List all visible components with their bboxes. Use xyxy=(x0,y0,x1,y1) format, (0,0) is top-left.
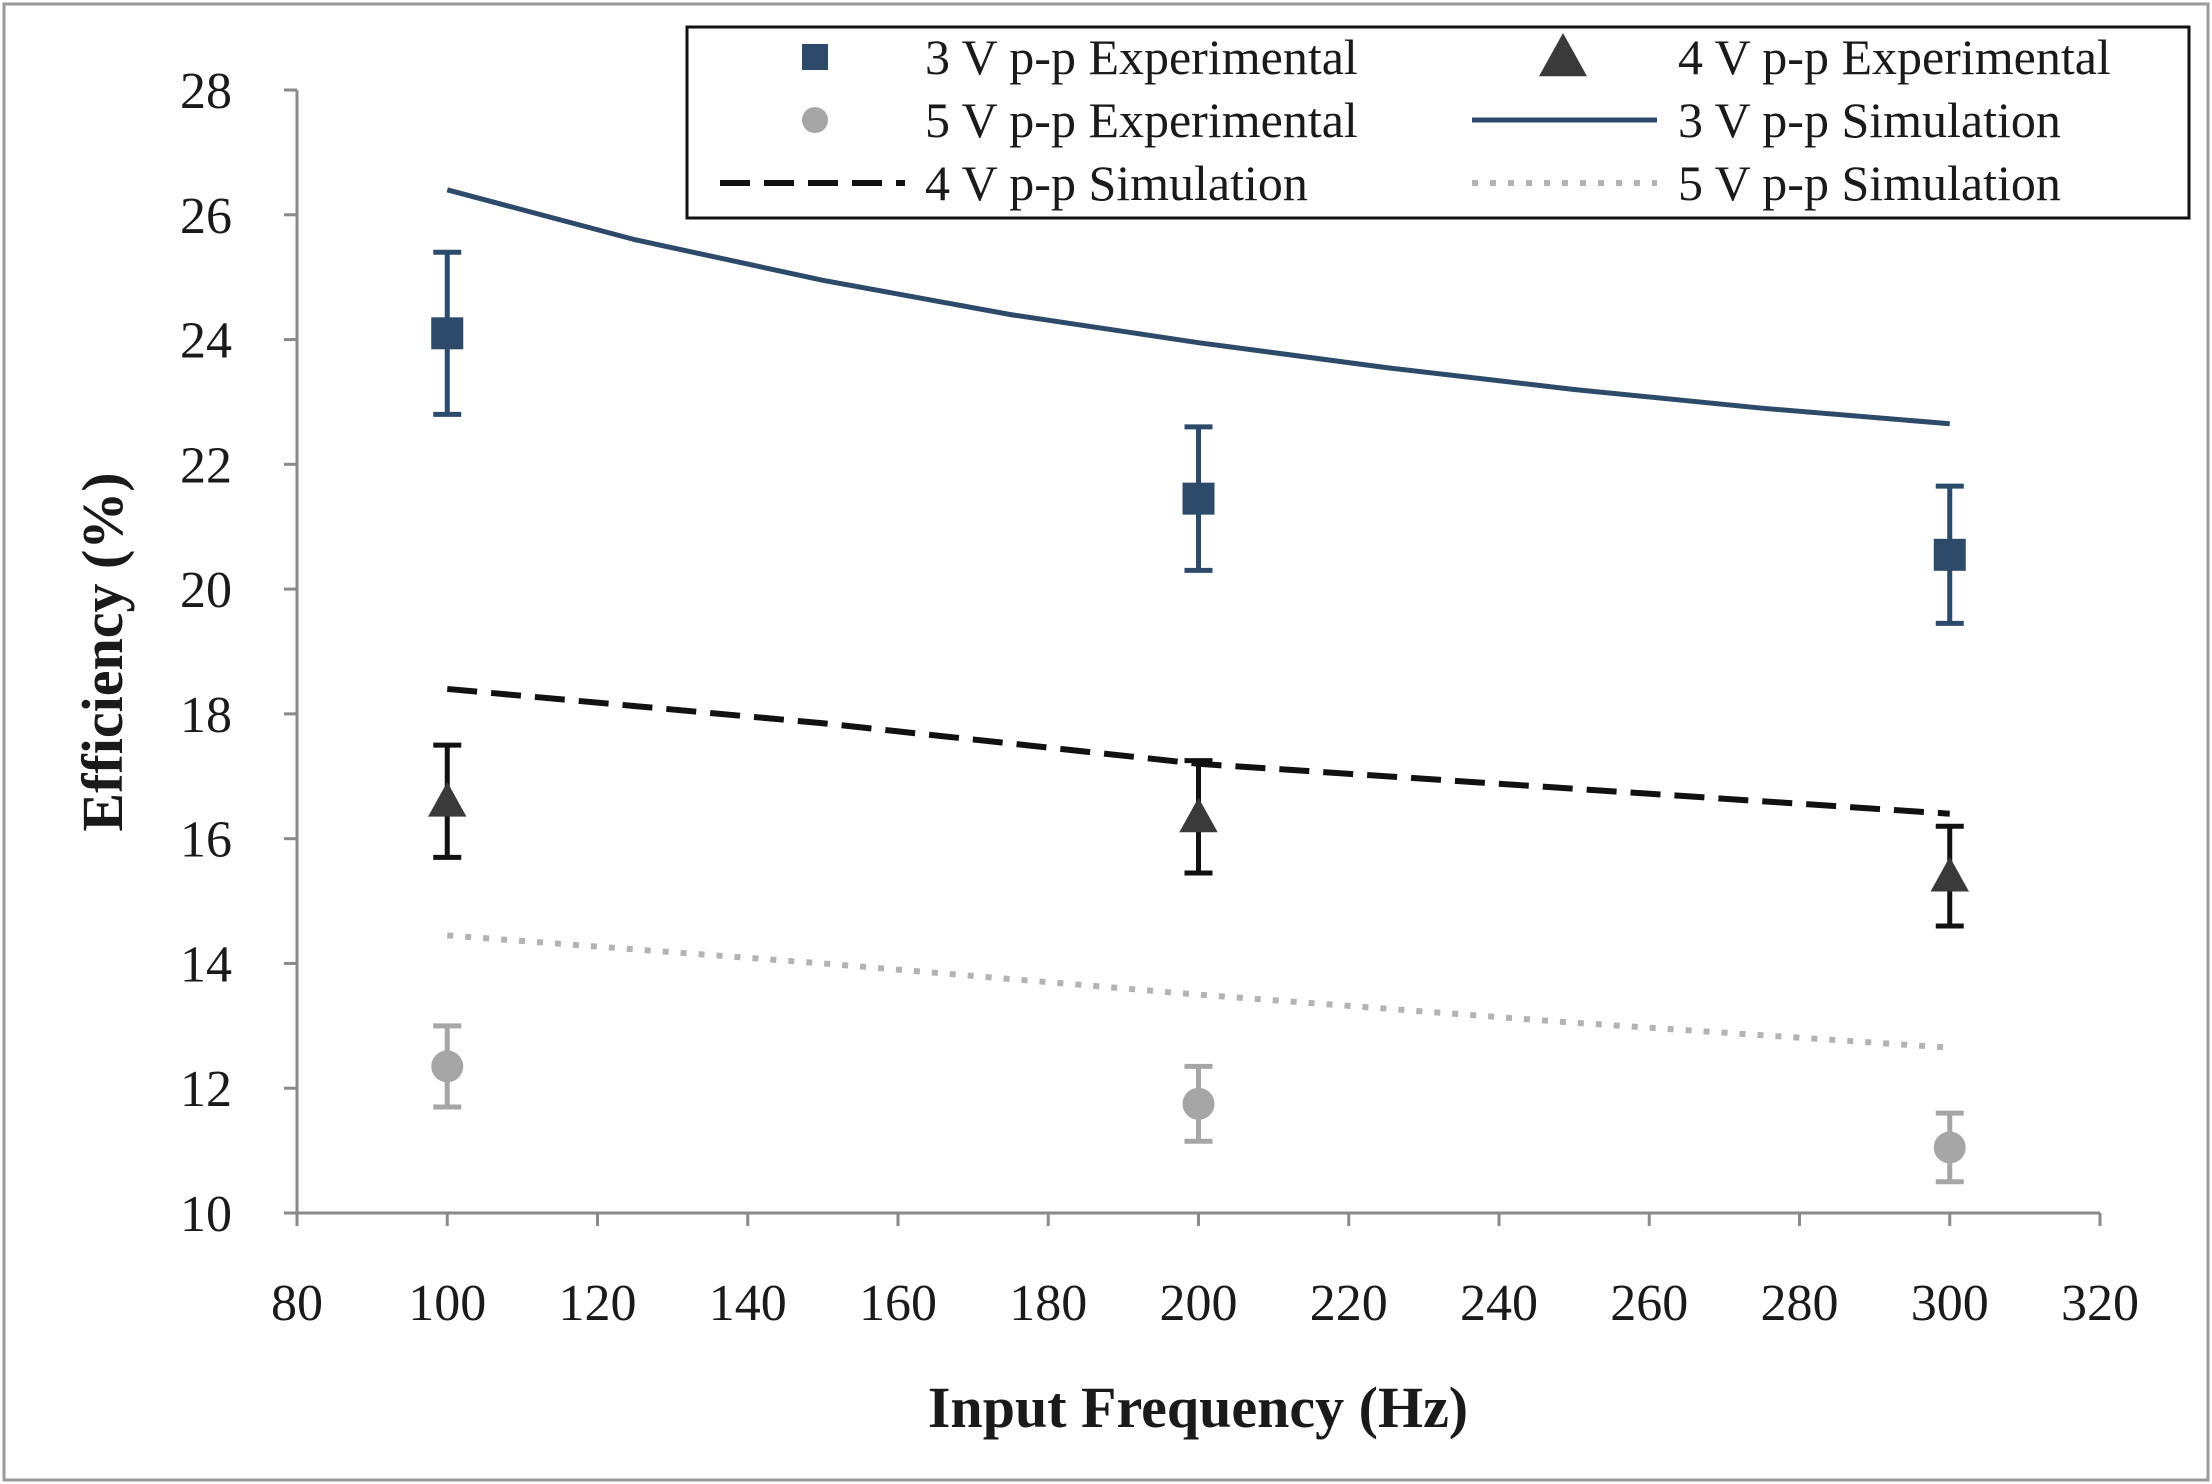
data-point-circle xyxy=(431,1050,464,1083)
data-point-triangle xyxy=(1930,856,1969,892)
y-tick-label: 24 xyxy=(180,313,232,370)
y-tick-label: 12 xyxy=(180,1061,232,1118)
experimental-points xyxy=(428,249,1969,1185)
x-ticks: 80 100 120 140 160 180 200 220 240 260 280 300 320 xyxy=(271,1213,2139,1332)
y-tick-label: 14 xyxy=(180,936,232,993)
x-tick-label: 300 xyxy=(1911,1275,1989,1332)
data-point-square xyxy=(1933,538,1966,571)
y-tick-label: 28 xyxy=(180,63,232,120)
x-tick-label: 240 xyxy=(1460,1275,1538,1332)
y-tick-label: 20 xyxy=(180,562,232,619)
data-point-triangle xyxy=(1539,33,1587,77)
data-point-circle xyxy=(1933,1131,1966,1164)
legend-label: 3 V p-p Experimental xyxy=(925,29,1358,85)
data-point-triangle xyxy=(1179,797,1218,833)
x-tick-label: 260 xyxy=(1610,1275,1688,1332)
x-tick-label: 120 xyxy=(559,1275,637,1332)
x-tick-label: 80 xyxy=(271,1275,323,1332)
y-tick-label: 22 xyxy=(180,437,232,494)
legend-label: 4 V p-p Experimental xyxy=(1678,29,2111,85)
x-tick-label: 180 xyxy=(1009,1275,1087,1332)
x-tick-label: 280 xyxy=(1761,1275,1839,1332)
x-tick-label: 200 xyxy=(1160,1275,1238,1332)
data-point-square xyxy=(802,44,828,70)
y-tick-label: 18 xyxy=(180,687,232,744)
data-point-square xyxy=(431,317,464,350)
legend-label: 3 V p-p Simulation xyxy=(1678,92,2061,148)
legend-box xyxy=(685,25,2191,220)
legend: 3 V p-p Experimental 4 V p-p Experimental… xyxy=(685,25,2191,220)
x-tick-label: 160 xyxy=(859,1275,937,1332)
y-tick-label: 26 xyxy=(180,188,232,245)
y-ticks: 10 12 14 16 18 20 22 24 26 28 xyxy=(180,63,297,1243)
x-tick-label: 320 xyxy=(2061,1275,2139,1332)
legend-label: 4 V p-p Simulation xyxy=(925,155,1308,211)
y-tick-label: 10 xyxy=(180,1186,232,1243)
legend-label: 5 V p-p Simulation xyxy=(1678,155,2061,211)
y-axis-title: Efficiency (%) xyxy=(70,472,135,831)
series-line-3-v-p-p-simulation xyxy=(446,187,1950,427)
data-point-triangle xyxy=(428,782,467,817)
x-tick-label: 100 xyxy=(408,1275,486,1332)
data-point-circle xyxy=(1182,1087,1215,1120)
data-point-square xyxy=(1182,482,1215,515)
x-tick-label: 140 xyxy=(709,1275,787,1332)
y-tick-label: 16 xyxy=(180,812,232,869)
x-axis-title: Input Frequency (Hz) xyxy=(928,1375,1468,1440)
x-tick-label: 220 xyxy=(1310,1275,1388,1332)
legend-label: 5 V p-p Experimental xyxy=(925,92,1358,148)
data-point-circle xyxy=(802,107,828,133)
